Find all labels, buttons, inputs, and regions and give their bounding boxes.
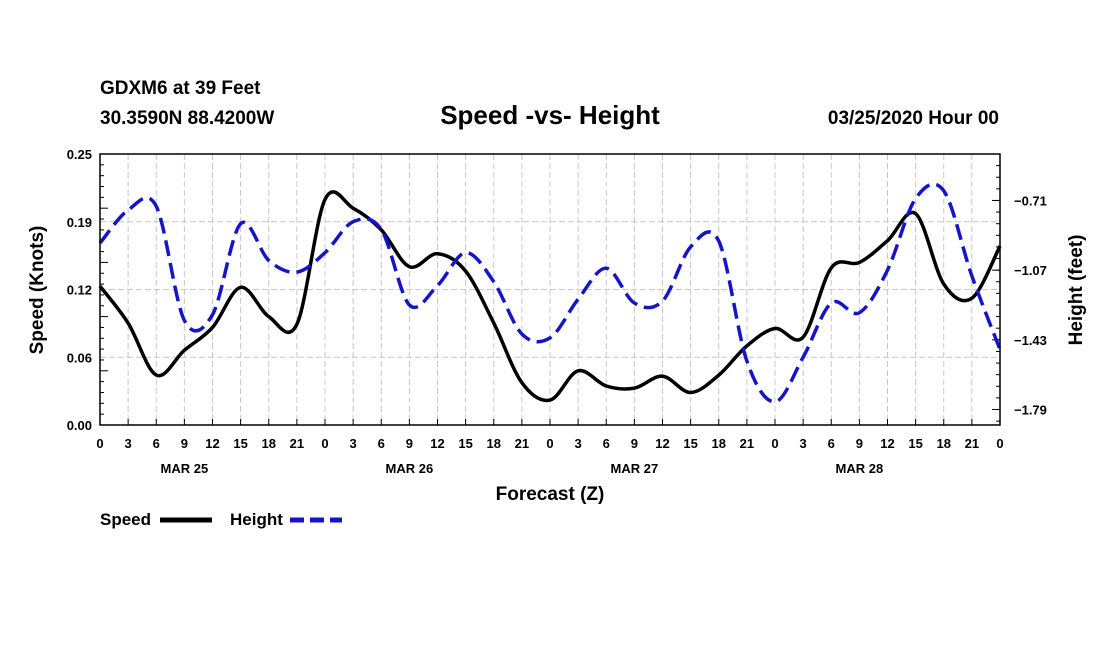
left-tick-label: 0.06 — [67, 350, 92, 365]
plot-frame — [99, 153, 1001, 426]
speed-series-line — [98, 190, 1002, 403]
x-tick-label: 21 — [515, 436, 529, 451]
left-tick-label: 0.19 — [67, 215, 92, 230]
day-label: MAR 26 — [386, 461, 434, 476]
x-tick-label: 3 — [800, 436, 807, 451]
x-tick-label: 3 — [350, 436, 357, 451]
x-tick-label: 6 — [378, 436, 385, 451]
left-tick-label: 0.25 — [67, 147, 92, 162]
x-tick-label: 15 — [683, 436, 697, 451]
day-label: MAR 28 — [836, 461, 884, 476]
day-label: MAR 27 — [611, 461, 659, 476]
x-tick-label: 6 — [153, 436, 160, 451]
x-tick-label: 18 — [487, 436, 501, 451]
x-tick-label: 6 — [828, 436, 835, 451]
x-tick-label: 0 — [996, 436, 1003, 451]
x-axis-ticks: 0 3 6 9 12 15 18 21 0 3 6 9 12 15 18 21 0 3 6 9 12 15 18 21 0 3 6 9… — [96, 419, 1004, 476]
x-tick-label: 0 — [96, 436, 103, 451]
x-tick-label: 6 — [603, 436, 610, 451]
station-label: GDXM6 at 39 Feet — [100, 78, 261, 99]
x-tick-label: 12 — [430, 436, 444, 451]
x-tick-label: 9 — [856, 436, 863, 451]
data-series — [98, 182, 1002, 404]
grid-lines — [100, 154, 1000, 425]
right-tick-label: −0.71 — [1014, 193, 1047, 208]
legend-speed-label: Speed — [100, 510, 151, 529]
x-tick-label: 18 — [712, 436, 726, 451]
x-tick-label: 21 — [740, 436, 754, 451]
x-tick-label: 0 — [771, 436, 778, 451]
right-axis-title: Height (feet) — [1066, 235, 1087, 346]
legend: Speed Height — [100, 510, 342, 529]
x-tick-label: 3 — [125, 436, 132, 451]
x-tick-label: 0 — [546, 436, 553, 451]
left-tick-label: 0.12 — [67, 283, 92, 298]
x-axis-title: Forecast (Z) — [496, 484, 605, 505]
right-axis-ticks: −0.71 −1.07 −1.43 −1.79 — [992, 153, 1047, 422]
date-label: 03/25/2020 Hour 00 — [828, 108, 999, 129]
day-label: MAR 25 — [161, 461, 209, 476]
x-tick-label: 9 — [406, 436, 413, 451]
left-tick-label: 0.00 — [67, 418, 92, 433]
x-tick-label: 21 — [290, 436, 304, 451]
x-tick-label: 15 — [458, 436, 472, 451]
right-tick-label: −1.07 — [1014, 263, 1047, 278]
right-tick-label: −1.79 — [1014, 403, 1047, 418]
x-tick-label: 12 — [205, 436, 219, 451]
legend-height-label: Height — [230, 510, 283, 529]
x-tick-label: 15 — [233, 436, 247, 451]
x-tick-label: 9 — [631, 436, 638, 451]
x-tick-label: 21 — [965, 436, 979, 451]
coordinates-label: 30.3590N 88.4200W — [100, 108, 274, 129]
x-tick-label: 12 — [655, 436, 669, 451]
x-tick-label: 15 — [908, 436, 922, 451]
height-series-line — [98, 182, 1002, 404]
x-tick-label: 18 — [262, 436, 276, 451]
right-tick-label: −1.43 — [1014, 333, 1047, 348]
chart-title: Speed -vs- Height — [440, 100, 660, 130]
x-tick-label: 0 — [321, 436, 328, 451]
x-tick-label: 18 — [937, 436, 951, 451]
x-tick-label: 12 — [880, 436, 894, 451]
left-axis-title: Speed (Knots) — [27, 226, 48, 355]
left-axis-ticks: 0.00 0.06 0.12 0.19 0.25 — [67, 147, 108, 433]
x-tick-label: 3 — [575, 436, 582, 451]
x-tick-label: 9 — [181, 436, 188, 451]
